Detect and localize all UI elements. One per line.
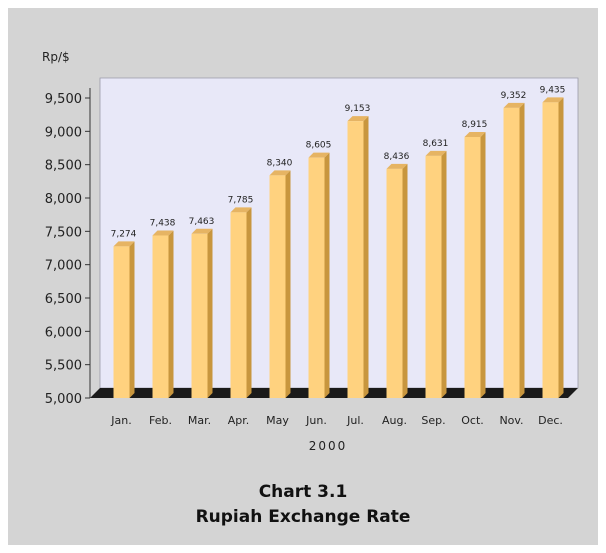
x-tick-label: Dec. (538, 414, 563, 427)
y-tick-label: 9,000 (45, 125, 82, 140)
bar-top (503, 102, 525, 108)
y-tick-label: 5,000 (45, 392, 82, 407)
bar-top (542, 97, 564, 103)
bar-side (168, 230, 174, 398)
bar (464, 137, 481, 398)
x-tick-label: Oct. (461, 414, 484, 427)
y-tick-label: 7,500 (45, 225, 82, 240)
bar-top (386, 163, 408, 169)
x-tick-label: Feb. (149, 414, 172, 427)
y-tick-label: 5,500 (45, 359, 82, 374)
bar-top (152, 230, 174, 236)
chart-title: Rupiah Exchange Rate (195, 507, 411, 527)
x-tick-label: Sep. (421, 414, 445, 427)
chart-panel: 5,000 5,500 6,000 6,500 7,000 7,500 8,000 8,500… (8, 8, 598, 545)
bar (230, 212, 247, 398)
bar-top (347, 116, 369, 122)
y-axis-ticks: 5,000 5,500 6,000 6,500 7,000 7,500 8,000 8,500… (45, 92, 90, 407)
bar-value-label: 7,463 (189, 217, 215, 227)
y-tick-label: 9,500 (45, 92, 82, 107)
x-axis-label: 2000 (309, 439, 348, 453)
bar-side (480, 132, 486, 398)
bar-side (558, 97, 564, 398)
bars: 7,274 7,438 7,463 7,785 8,340 8,605 9,153 8,436… (111, 85, 566, 398)
bar-top (269, 170, 291, 176)
x-tick-label: Jun. (305, 414, 327, 427)
y-tick-label: 6,500 (45, 292, 82, 307)
bar-value-label: 7,438 (150, 218, 176, 228)
bar-side (363, 116, 369, 398)
x-tick-label: Jul. (346, 414, 364, 427)
bar (347, 121, 364, 398)
bar (308, 157, 325, 398)
bar-value-label: 8,605 (306, 141, 332, 151)
bar-side (285, 170, 291, 398)
bar (269, 175, 286, 398)
bar-value-label: 8,915 (462, 120, 488, 130)
bar (191, 233, 208, 398)
bar-top (230, 207, 252, 213)
bar-top (464, 132, 486, 137)
bar (113, 246, 130, 398)
y-tick-label: 8,500 (45, 159, 82, 174)
x-axis-ticks: Jan. Feb. Mar. Apr. May Jun. Jul. Aug. Sep. Oct. N… (110, 414, 563, 427)
bar-value-label: 7,785 (228, 195, 254, 205)
bar (425, 155, 442, 398)
bar-value-label: 8,631 (423, 139, 449, 149)
x-tick-label: Apr. (228, 414, 250, 427)
bar-value-label: 9,435 (540, 85, 566, 95)
bar (503, 107, 520, 398)
y-tick-label: 6,000 (45, 325, 82, 340)
bar-side (324, 152, 330, 398)
chart-number: Chart 3.1 (258, 482, 348, 502)
bar-side (441, 150, 447, 398)
bar-chart: 5,000 5,500 6,000 6,500 7,000 7,500 8,000 8,500… (42, 50, 579, 453)
bar-side (402, 163, 408, 398)
bar-value-label: 9,153 (345, 104, 371, 114)
bar-top (191, 228, 213, 234)
bar-side (207, 228, 213, 398)
x-tick-label: Mar. (188, 414, 211, 427)
x-tick-label: Jan. (110, 414, 131, 427)
chart-caption: Chart 3.1 Rupiah Exchange Rate (8, 480, 598, 530)
bar (386, 168, 403, 398)
bar-side (129, 241, 135, 398)
bar-value-label: 7,274 (111, 229, 137, 239)
bar (152, 235, 169, 398)
bar-value-label: 9,352 (501, 91, 527, 101)
x-tick-label: Nov. (499, 414, 523, 427)
bar-top (113, 241, 135, 247)
x-tick-label: May (266, 414, 289, 427)
bar-value-label: 8,340 (267, 158, 293, 168)
bar-top (308, 152, 330, 158)
y-axis-label: Rp/$ (42, 50, 70, 64)
x-tick-label: Aug. (382, 414, 407, 427)
bar-top (425, 150, 447, 156)
bar-value-label: 8,436 (384, 152, 410, 162)
bar-side (519, 102, 525, 398)
y-tick-label: 7,000 (45, 259, 82, 274)
y-tick-label: 8,000 (45, 192, 82, 207)
bar (542, 102, 559, 398)
bar-side (246, 207, 252, 398)
